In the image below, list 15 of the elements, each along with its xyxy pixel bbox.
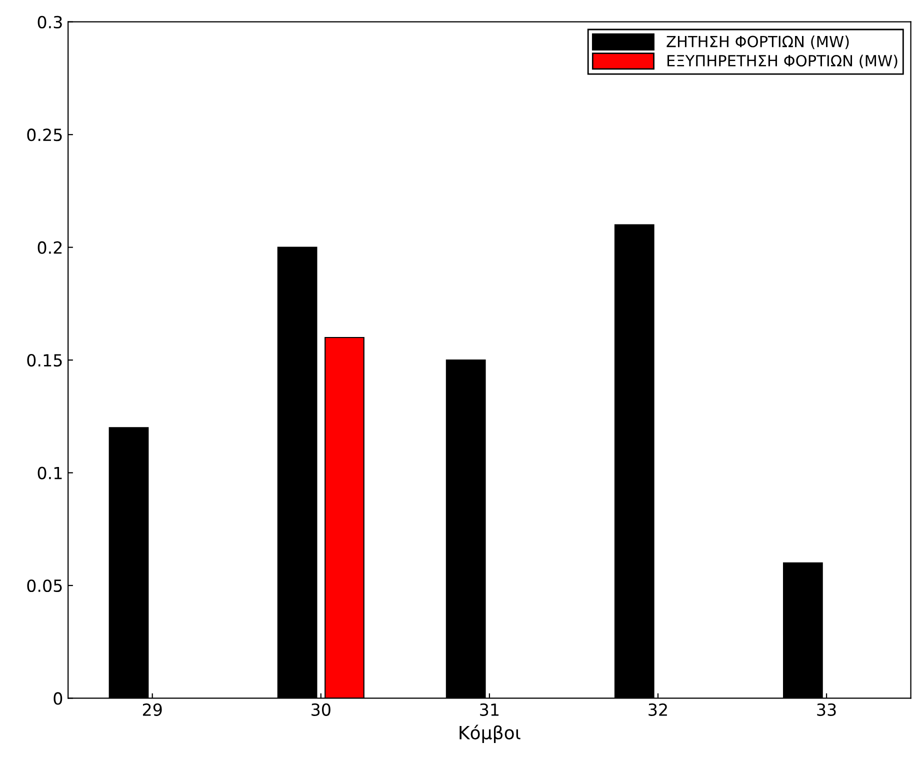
- y-tick-label: 0.3: [38, 16, 62, 28]
- y-tick-label: 0.25: [27, 128, 62, 142]
- legend-label: ΖΗΤΗΣΗ ΦΟΡΤΙΩΝ (MW): [666, 35, 849, 50]
- x-tick-label: 30: [312, 703, 330, 716]
- legend-label: ΕΞΥΠΗΡΕΤΗΣΗ ΦΟΡΤΙΩΝ (MW): [668, 54, 898, 68]
- x-tick-label: 29: [142, 703, 162, 716]
- y-tick-label: 0.05: [27, 579, 62, 592]
- y-tick-label: 0.2: [38, 241, 62, 254]
- x-axis-title: Κόμβοι: [460, 724, 520, 743]
- y-tick-label: 0: [54, 692, 62, 705]
- x-tick-label: 31: [480, 703, 499, 716]
- x-tick-label: 32: [648, 703, 667, 716]
- x-tick-label: 33: [817, 703, 836, 716]
- y-tick-label: 0.1: [38, 466, 62, 480]
- y-tick-label: 0.15: [27, 354, 62, 367]
